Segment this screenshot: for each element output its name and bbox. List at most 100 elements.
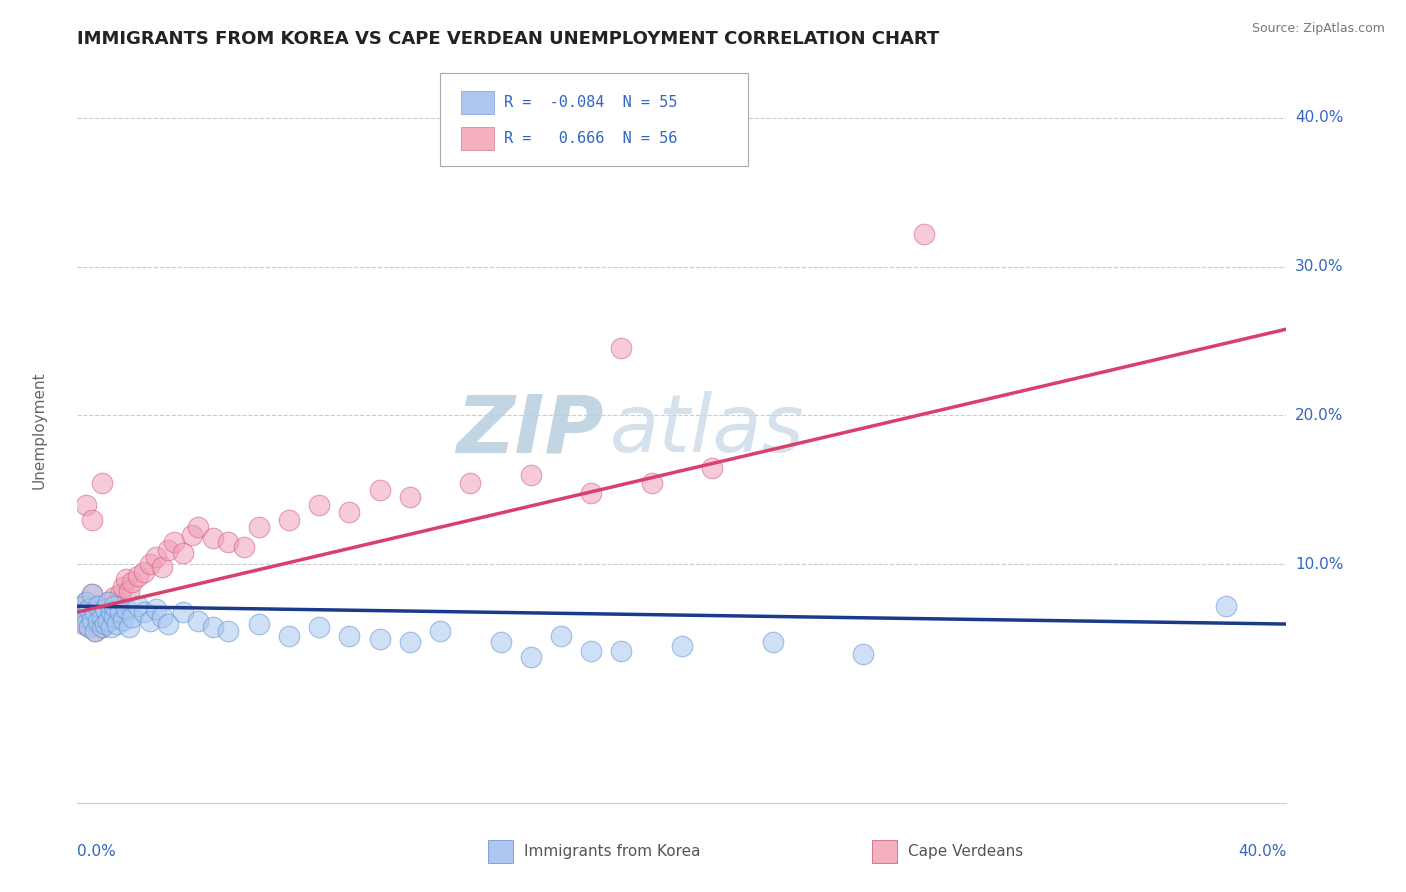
Point xyxy=(127,599,149,614)
Point xyxy=(93,617,115,632)
Point xyxy=(399,491,422,505)
Point xyxy=(132,605,155,619)
Point xyxy=(520,468,543,483)
Point xyxy=(82,587,104,601)
Point xyxy=(702,460,724,475)
Point xyxy=(93,602,115,616)
Point xyxy=(96,595,118,609)
Point xyxy=(100,620,122,634)
Point xyxy=(90,475,112,490)
Point xyxy=(75,609,97,624)
Point xyxy=(762,635,785,649)
Point xyxy=(550,629,572,643)
Point xyxy=(139,558,162,572)
Point xyxy=(84,605,107,619)
Point xyxy=(105,599,128,614)
Point xyxy=(157,542,180,557)
Point xyxy=(90,609,112,624)
Point xyxy=(79,620,101,634)
Point xyxy=(202,531,225,545)
Point xyxy=(852,647,875,661)
Text: 40.0%: 40.0% xyxy=(1239,844,1286,859)
Point xyxy=(150,609,173,624)
Point xyxy=(581,486,603,500)
Point xyxy=(87,599,110,614)
Point xyxy=(84,605,107,619)
Point xyxy=(610,644,633,658)
Text: ZIP: ZIP xyxy=(456,392,603,469)
Point xyxy=(90,620,112,634)
Point xyxy=(75,617,97,632)
Point xyxy=(82,613,104,627)
Text: R =   0.666  N = 56: R = 0.666 N = 56 xyxy=(505,131,678,146)
Point xyxy=(79,602,101,616)
Point xyxy=(247,520,270,534)
Point xyxy=(72,599,94,614)
Point xyxy=(82,513,104,527)
Point xyxy=(337,505,360,519)
Bar xyxy=(872,840,897,863)
Point xyxy=(69,605,91,619)
Text: 30.0%: 30.0% xyxy=(1295,259,1343,274)
Point xyxy=(82,587,104,601)
Point xyxy=(232,540,254,554)
Point xyxy=(90,609,112,624)
Point xyxy=(247,617,270,632)
Point xyxy=(114,573,136,587)
Point xyxy=(93,602,115,616)
Point xyxy=(79,620,101,634)
Point xyxy=(87,599,110,614)
Point xyxy=(93,617,115,632)
Point xyxy=(121,575,143,590)
Point xyxy=(103,609,125,624)
Point xyxy=(368,632,391,646)
Text: R =  -0.084  N = 55: R = -0.084 N = 55 xyxy=(505,95,678,111)
FancyBboxPatch shape xyxy=(440,73,748,166)
Point xyxy=(75,595,97,609)
Point xyxy=(90,620,112,634)
Point xyxy=(72,617,94,632)
Text: Immigrants from Korea: Immigrants from Korea xyxy=(524,845,702,859)
Point xyxy=(127,569,149,583)
Point xyxy=(150,560,173,574)
Point xyxy=(84,624,107,639)
Point xyxy=(118,620,141,634)
Point xyxy=(520,649,543,664)
Point xyxy=(458,475,481,490)
Point xyxy=(111,613,134,627)
Point xyxy=(368,483,391,497)
Point xyxy=(96,614,118,628)
Point xyxy=(75,595,97,609)
Point xyxy=(100,605,122,619)
Text: 20.0%: 20.0% xyxy=(1295,408,1343,423)
Point xyxy=(111,580,134,594)
Point xyxy=(108,587,131,601)
Point xyxy=(172,545,194,559)
Point xyxy=(72,599,94,614)
Point xyxy=(108,605,131,619)
Point xyxy=(671,640,693,654)
Point xyxy=(187,614,209,628)
Text: 10.0%: 10.0% xyxy=(1295,557,1343,572)
Point xyxy=(114,602,136,616)
Point xyxy=(84,624,107,639)
Point xyxy=(278,629,301,643)
Point xyxy=(79,602,101,616)
Text: IMMIGRANTS FROM KOREA VS CAPE VERDEAN UNEMPLOYMENT CORRELATION CHART: IMMIGRANTS FROM KOREA VS CAPE VERDEAN UN… xyxy=(77,30,939,48)
Point xyxy=(912,227,935,241)
Point xyxy=(610,342,633,356)
Point xyxy=(87,614,110,628)
Text: atlas: atlas xyxy=(609,392,804,469)
Text: Source: ZipAtlas.com: Source: ZipAtlas.com xyxy=(1251,22,1385,36)
Point xyxy=(1215,599,1237,614)
Point xyxy=(87,614,110,628)
Point xyxy=(69,605,91,619)
FancyBboxPatch shape xyxy=(461,128,495,150)
Point xyxy=(132,565,155,579)
Point xyxy=(72,609,94,624)
Point xyxy=(187,520,209,534)
Point xyxy=(145,549,167,564)
Text: Unemployment: Unemployment xyxy=(32,372,48,489)
Point xyxy=(100,605,122,619)
Point xyxy=(172,605,194,619)
